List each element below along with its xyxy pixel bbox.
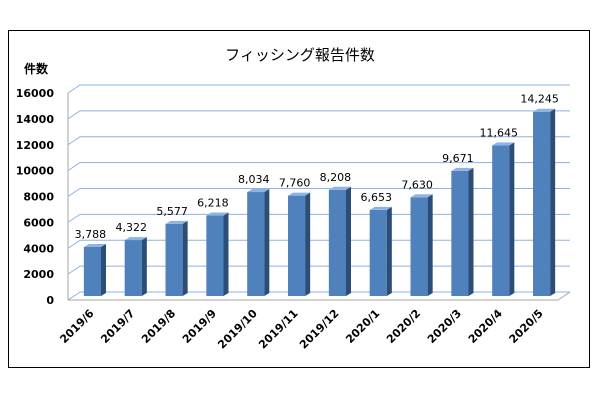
x-tick-label: 2019/7 xyxy=(98,307,137,346)
bar-side xyxy=(264,189,270,296)
bar-side xyxy=(141,237,147,296)
data-label: 14,245 xyxy=(520,93,559,106)
y-tick-label: 16000 xyxy=(16,87,55,100)
bar-top xyxy=(410,194,433,198)
y-tick-label: 0 xyxy=(46,294,54,307)
bar xyxy=(451,167,474,296)
y-tick-label: 6000 xyxy=(23,216,54,229)
bar-side xyxy=(345,186,351,296)
gridline xyxy=(67,110,570,120)
chart-title: フィッシング報告件数 xyxy=(225,46,375,64)
bar-top xyxy=(328,186,351,190)
gridline xyxy=(67,213,570,223)
bar-front xyxy=(165,223,183,296)
x-tick-label: 2019/8 xyxy=(139,307,178,346)
bar xyxy=(492,142,515,296)
bar-top xyxy=(247,189,270,193)
bar-top xyxy=(165,220,188,224)
bar-front xyxy=(451,170,469,296)
data-label: 4,322 xyxy=(116,221,148,234)
bar-front xyxy=(533,111,551,296)
bar xyxy=(247,189,270,296)
y-tick-label: 8000 xyxy=(23,191,54,204)
bar-top xyxy=(83,243,106,247)
data-label: 8,034 xyxy=(238,173,270,186)
bar xyxy=(124,237,147,296)
bar-side xyxy=(100,243,106,296)
bar-side xyxy=(305,192,311,296)
bars xyxy=(83,108,556,296)
bar-front xyxy=(124,240,142,296)
y-tick-labels: 0 2000 4000 6000 8000 10000 12000 14000 16000 xyxy=(16,87,55,307)
bar xyxy=(206,212,229,296)
bar xyxy=(369,206,392,296)
data-label: 7,630 xyxy=(401,178,433,191)
gridline xyxy=(67,84,570,94)
x-tick-label: 2019/10 xyxy=(215,307,260,352)
x-tick-label: 2019/11 xyxy=(256,307,301,352)
bar-top xyxy=(369,206,392,210)
bar-front xyxy=(288,195,306,296)
y-tick-label: 12000 xyxy=(16,139,55,152)
bar xyxy=(83,243,106,296)
bar-side xyxy=(468,167,474,296)
x-tick-label: 2020/4 xyxy=(466,307,505,346)
x-tick-label: 2020/5 xyxy=(507,307,546,346)
bar-side xyxy=(509,142,515,296)
gridline xyxy=(67,188,570,197)
gridlines xyxy=(67,84,571,301)
bar-front xyxy=(247,192,265,296)
gridline xyxy=(67,239,570,249)
bar xyxy=(328,186,351,296)
bar-front xyxy=(206,215,224,296)
data-label: 5,577 xyxy=(156,205,188,218)
bar xyxy=(288,192,311,296)
data-labels: 3,788 4,322 5,577 6,218 8,034 7,760 8,208 6,653… xyxy=(75,93,559,241)
bar-front xyxy=(328,189,346,296)
x-tick-label: 2020/1 xyxy=(343,307,382,346)
bar-side xyxy=(386,206,392,296)
bar xyxy=(165,220,188,296)
bar-front xyxy=(83,246,101,296)
bar-front xyxy=(410,197,428,296)
x-tick-label: 2019/9 xyxy=(180,307,219,346)
bar-front xyxy=(492,145,510,296)
bar xyxy=(533,108,556,296)
bar-side xyxy=(223,212,229,296)
data-label: 8,208 xyxy=(320,171,352,184)
gridline xyxy=(67,136,570,146)
bar-top xyxy=(124,237,147,241)
data-label: 3,788 xyxy=(75,228,107,241)
data-label: 9,671 xyxy=(442,152,474,165)
bar-top xyxy=(288,192,311,196)
x-tick-label: 2020/2 xyxy=(384,307,423,346)
y-tick-label: 2000 xyxy=(23,268,54,281)
bar-top xyxy=(533,108,556,112)
y-tick-label: 10000 xyxy=(16,165,55,178)
bar-top xyxy=(451,167,474,171)
y-tick-label: 14000 xyxy=(16,113,55,126)
gridline xyxy=(67,265,570,275)
bar xyxy=(410,194,433,296)
gridline xyxy=(67,162,570,172)
data-label: 6,218 xyxy=(197,197,229,210)
y-tick-label: 4000 xyxy=(23,242,54,255)
x-tick-label: 2020/3 xyxy=(425,307,464,346)
y-axis-title: 件数 xyxy=(24,62,49,76)
x-tick-label: 2019/12 xyxy=(297,307,342,352)
bar-side xyxy=(427,194,433,296)
bar-top xyxy=(206,212,229,216)
bar-side xyxy=(550,108,556,296)
bar-front xyxy=(369,209,387,296)
bar-side xyxy=(182,220,188,296)
data-label: 6,653 xyxy=(361,191,393,204)
data-label: 7,760 xyxy=(279,177,311,190)
x-tick-label: 2019/6 xyxy=(57,307,96,346)
data-label: 11,645 xyxy=(480,126,519,139)
bar-top xyxy=(492,142,515,146)
x-tick-labels: 2019/6 2019/7 2019/8 2019/92019/102019/1120… xyxy=(57,307,545,352)
